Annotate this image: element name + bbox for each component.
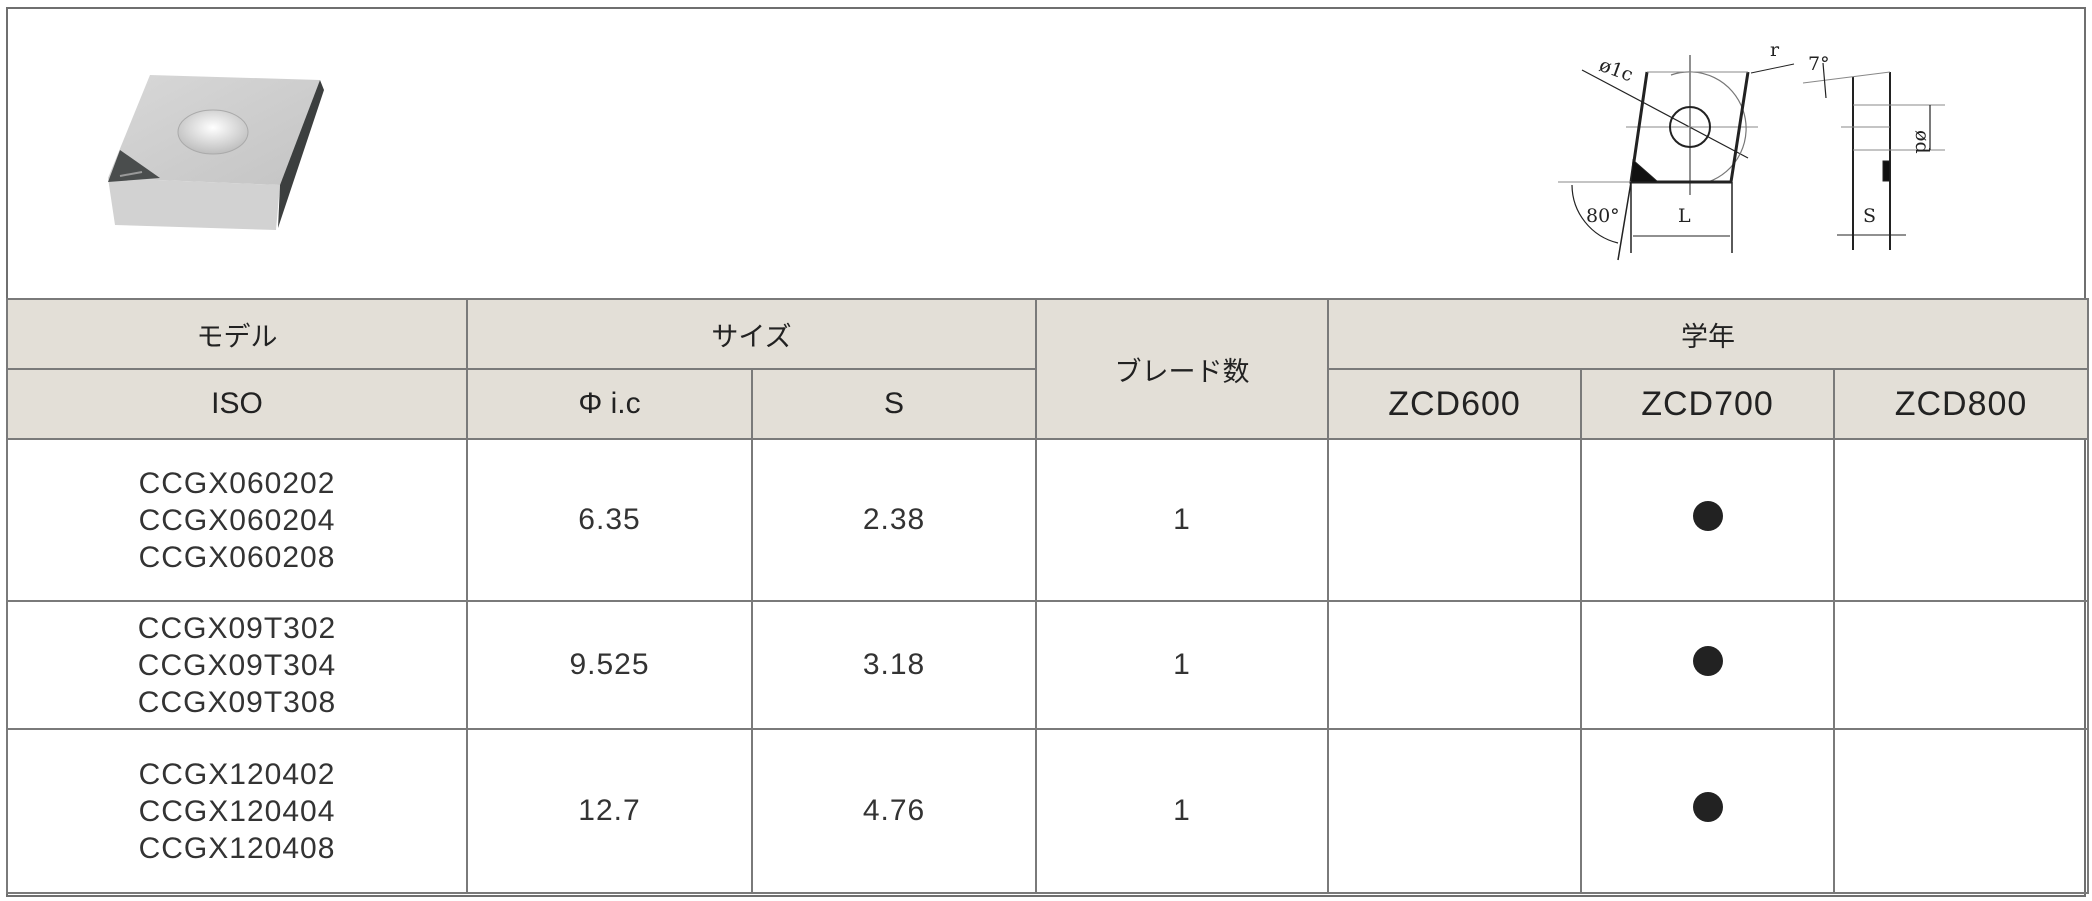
cell-grade bbox=[1580, 728, 1836, 894]
header-grade-zcd800: ZCD800 bbox=[1833, 368, 2090, 440]
cell-ic: 6.35 bbox=[466, 438, 753, 602]
table-row: CCGX120402 CCGX120404 CCGX120408 12.7 4.76 1 bbox=[6, 728, 2090, 894]
cell-models: CCGX060202 CCGX060204 CCGX060208 bbox=[6, 438, 468, 602]
cell-s: 4.76 bbox=[750, 728, 1038, 894]
label-ic: ø1c bbox=[1596, 54, 1636, 86]
model-code: CCGX060204 bbox=[138, 503, 336, 537]
label-clearance-angle: 7° bbox=[1808, 53, 1830, 75]
label-S: S bbox=[1863, 205, 1876, 227]
model-code: CCGX09T308 bbox=[137, 685, 337, 719]
available-dot-icon bbox=[1692, 646, 1723, 676]
model-code: CCGX060202 bbox=[138, 466, 336, 500]
cell-blades: 1 bbox=[1035, 600, 1330, 730]
cell-grade bbox=[1833, 438, 2090, 602]
header-s: S bbox=[750, 368, 1038, 440]
header-model: モデル bbox=[6, 298, 468, 370]
cell-grade bbox=[1327, 600, 1583, 730]
cell-ic: 9.525 bbox=[466, 600, 753, 730]
cell-grade bbox=[1833, 600, 2090, 730]
label-d: ød bbox=[1911, 130, 1933, 154]
insert-dimension-drawing: ø1c r 7° ød 80° L S bbox=[1558, 39, 1945, 261]
cell-blades: 1 bbox=[1035, 438, 1330, 602]
header-grade-zcd600: ZCD600 bbox=[1327, 368, 1583, 440]
available-dot-icon bbox=[1692, 792, 1723, 822]
available-dot-icon bbox=[1692, 501, 1723, 531]
cell-s: 3.18 bbox=[750, 600, 1038, 730]
cell-grade bbox=[1327, 728, 1583, 894]
cell-ic: 12.7 bbox=[466, 728, 753, 894]
header-iso: ISO bbox=[6, 368, 468, 440]
cell-grade bbox=[1580, 600, 1836, 730]
label-L: L bbox=[1678, 205, 1691, 227]
product-header-area: ø1c r 7° ød 80° L S bbox=[8, 9, 2084, 299]
model-code: CCGX120402 bbox=[138, 757, 336, 791]
label-r: r bbox=[1770, 39, 1780, 61]
table-row: CCGX060202 CCGX060204 CCGX060208 6.35 2.38 1 bbox=[6, 438, 2090, 602]
insert-product-image bbox=[108, 75, 324, 230]
cell-grade bbox=[1833, 728, 2090, 894]
model-code: CCGX120404 bbox=[138, 794, 336, 828]
header-size: サイズ bbox=[465, 298, 1038, 370]
spec-table: モデル サイズ ブレード数 学年 ISO Φ i.c S ZCD600 ZCD7… bbox=[6, 298, 2090, 894]
table-row: CCGX09T302 CCGX09T304 CCGX09T308 9.525 3.18 1 bbox=[6, 600, 2090, 730]
header-ic: Φ i.c bbox=[466, 368, 753, 440]
label-corner-angle: 80° bbox=[1586, 205, 1620, 227]
model-code: CCGX09T302 bbox=[137, 611, 337, 645]
header-grade-zcd700: ZCD700 bbox=[1580, 368, 1836, 440]
cell-models: CCGX09T302 CCGX09T304 CCGX09T308 bbox=[6, 600, 468, 730]
model-code: CCGX09T304 bbox=[137, 648, 337, 682]
header-blades: ブレード数 bbox=[1035, 298, 1330, 440]
cell-grade bbox=[1580, 438, 1836, 602]
cell-s: 2.38 bbox=[750, 438, 1038, 602]
cell-blades: 1 bbox=[1035, 728, 1330, 894]
cell-models: CCGX120402 CCGX120404 CCGX120408 bbox=[6, 728, 468, 894]
header-grade: 学年 bbox=[1327, 298, 2090, 370]
model-code: CCGX060208 bbox=[138, 540, 336, 574]
cell-grade bbox=[1327, 438, 1583, 602]
model-code: CCGX120408 bbox=[138, 831, 336, 865]
